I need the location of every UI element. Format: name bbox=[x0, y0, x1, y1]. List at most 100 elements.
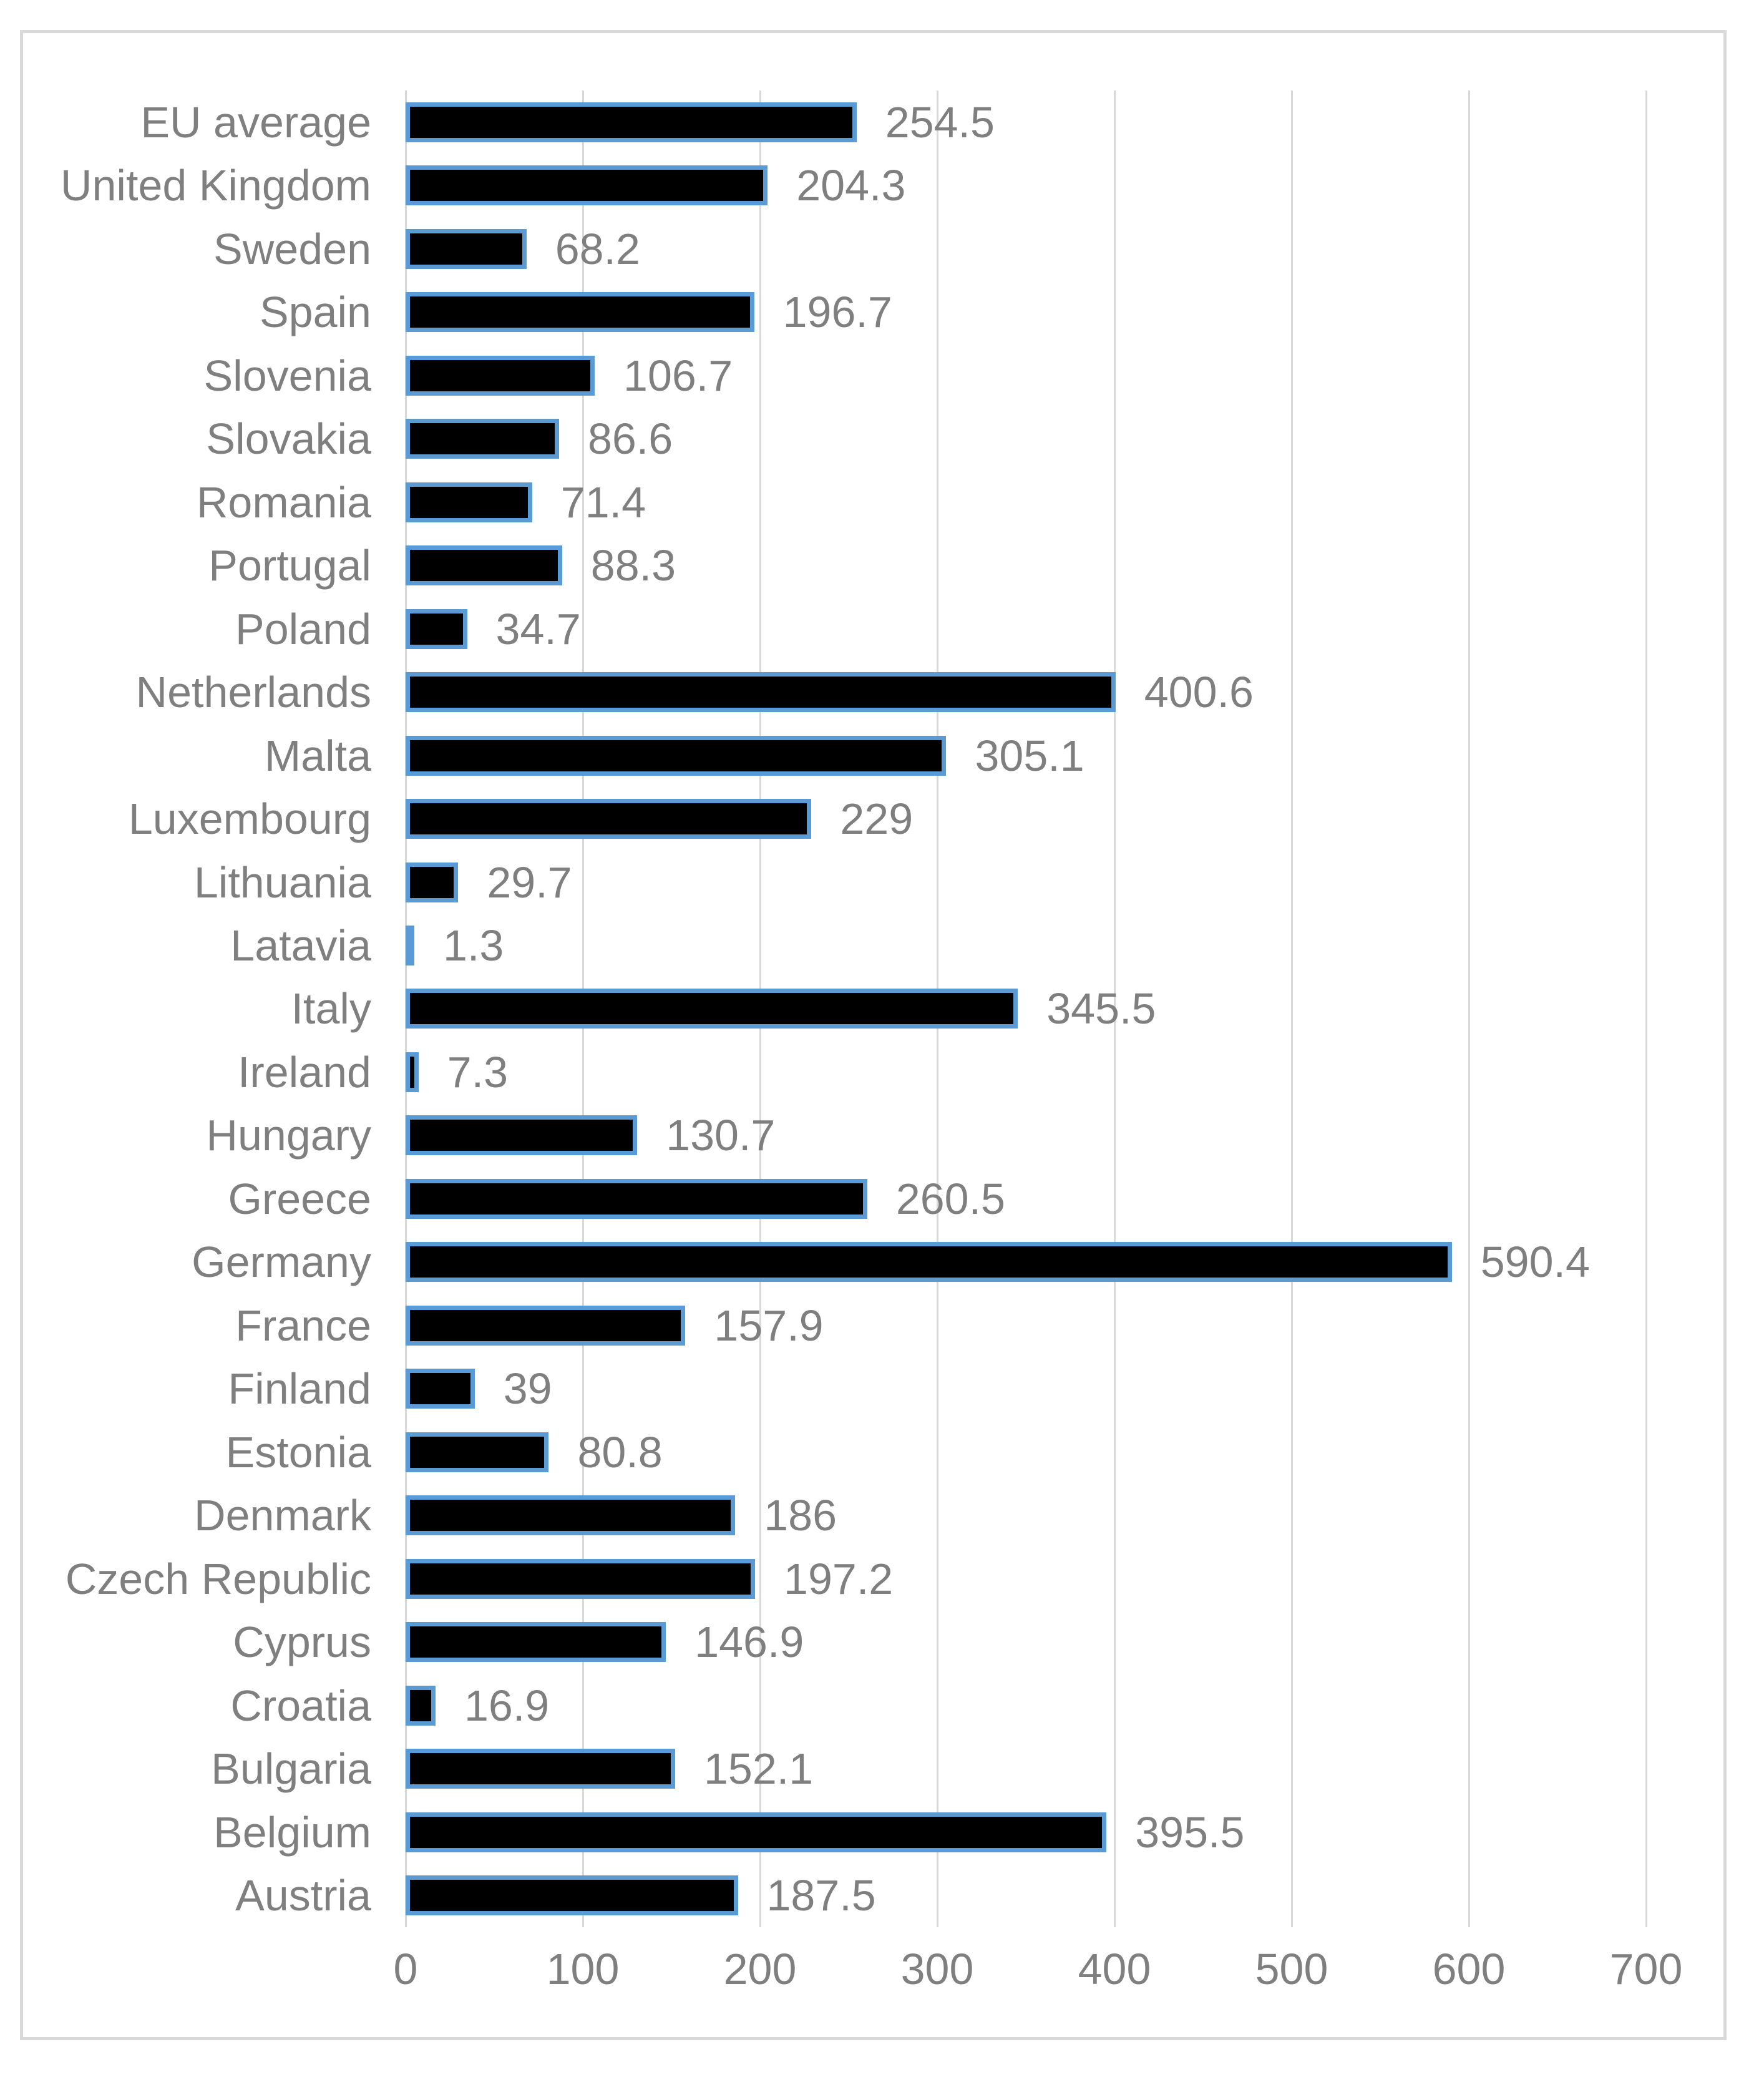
category-label: Sweden bbox=[213, 224, 371, 273]
bar bbox=[406, 1369, 475, 1409]
bar bbox=[406, 1432, 549, 1472]
bar-row: Germany 590.4 bbox=[23, 1231, 1723, 1294]
category-label: Ireland bbox=[237, 1047, 371, 1097]
bar bbox=[406, 355, 595, 396]
bar bbox=[406, 1685, 436, 1726]
x-tick-label: 200 bbox=[723, 1945, 797, 1993]
bar bbox=[406, 799, 812, 839]
category-label: Spain bbox=[259, 288, 371, 337]
x-tick-label: 300 bbox=[900, 1945, 974, 1993]
bar bbox=[406, 228, 527, 269]
gridline bbox=[1290, 90, 1293, 1927]
category-label: EU average bbox=[140, 97, 371, 147]
value-label: 345.5 bbox=[1046, 984, 1156, 1034]
bar-row: Poland 34.7 bbox=[23, 597, 1723, 660]
value-label: 260.5 bbox=[895, 1174, 1005, 1223]
value-label: 34.7 bbox=[495, 604, 581, 653]
bar bbox=[406, 989, 1018, 1029]
category-label: Czech Republic bbox=[65, 1554, 371, 1603]
value-label: 16.9 bbox=[464, 1681, 550, 1730]
bar-row: Portugal 88.3 bbox=[23, 534, 1723, 597]
bar-row: Estonia 80.8 bbox=[23, 1420, 1723, 1483]
bar-row: Denmark 186 bbox=[23, 1484, 1723, 1547]
bar-row: Slovakia 86.6 bbox=[23, 407, 1723, 470]
category-label: Italy bbox=[291, 984, 371, 1034]
bar bbox=[406, 1622, 666, 1663]
category-label: Belgium bbox=[213, 1807, 371, 1857]
bar-row: Austria 187.5 bbox=[23, 1864, 1723, 1927]
value-label: 229 bbox=[840, 794, 914, 844]
category-label: Hungary bbox=[206, 1111, 371, 1160]
category-label: Bulgaria bbox=[211, 1744, 371, 1794]
bar bbox=[406, 1558, 756, 1599]
gridline bbox=[1645, 90, 1647, 1927]
category-label: Denmark bbox=[194, 1491, 371, 1540]
category-label: Portugal bbox=[208, 541, 371, 590]
bar bbox=[406, 1749, 675, 1789]
bar-row: Finland 39 bbox=[23, 1357, 1723, 1420]
bar bbox=[406, 1495, 736, 1536]
bar-row: Latavia 1.3 bbox=[23, 914, 1723, 977]
bar-row: Sweden 68.2 bbox=[23, 217, 1723, 280]
category-label: Finland bbox=[228, 1364, 371, 1414]
bar-row: Ireland 7.3 bbox=[23, 1040, 1723, 1103]
category-label: Luxembourg bbox=[128, 794, 371, 844]
bar-row: Bulgaria 152.1 bbox=[23, 1737, 1723, 1801]
value-label: 39 bbox=[503, 1364, 552, 1414]
category-label: Slovakia bbox=[206, 414, 371, 464]
bar-row: Czech Republic 197.2 bbox=[23, 1547, 1723, 1610]
bar-row: Hungary 130.7 bbox=[23, 1104, 1723, 1167]
value-label: 254.5 bbox=[885, 97, 995, 147]
x-tick-label: 600 bbox=[1432, 1945, 1506, 1993]
category-label: Estonia bbox=[225, 1427, 371, 1477]
plot-area: EU average 254.5 United Kingdom 204.3 Sweden… bbox=[23, 33, 1723, 2037]
bar bbox=[406, 292, 754, 333]
category-label: Poland bbox=[235, 604, 371, 653]
value-label: 152.1 bbox=[703, 1744, 814, 1794]
bar-row: Spain 196.7 bbox=[23, 280, 1723, 343]
value-label: 68.2 bbox=[555, 224, 640, 273]
value-label: 71.4 bbox=[560, 477, 646, 527]
category-label: Netherlands bbox=[135, 668, 371, 717]
value-label: 204.3 bbox=[796, 161, 906, 210]
bar-row: Romania 71.4 bbox=[23, 471, 1723, 534]
bar-row: Croatia 16.9 bbox=[23, 1674, 1723, 1737]
category-label: Slovenia bbox=[203, 351, 371, 400]
value-label: 196.7 bbox=[782, 288, 892, 337]
x-tick-label: 500 bbox=[1255, 1945, 1328, 1993]
bar bbox=[406, 419, 559, 459]
bar bbox=[406, 672, 1116, 713]
bar-row: Slovenia 106.7 bbox=[23, 344, 1723, 407]
bar bbox=[406, 1812, 1107, 1852]
category-label: Latavia bbox=[230, 921, 371, 970]
bar-row: Greece 260.5 bbox=[23, 1167, 1723, 1230]
bar-row: Malta 305.1 bbox=[23, 724, 1723, 787]
bar-row: Cyprus 146.9 bbox=[23, 1611, 1723, 1674]
value-label: 186 bbox=[764, 1491, 837, 1540]
bar bbox=[406, 482, 532, 522]
value-label: 187.5 bbox=[766, 1871, 876, 1920]
value-label: 146.9 bbox=[694, 1618, 804, 1667]
bar bbox=[406, 545, 562, 586]
value-label: 130.7 bbox=[666, 1111, 776, 1160]
bar bbox=[406, 1875, 738, 1916]
category-label: Croatia bbox=[230, 1681, 371, 1730]
value-label: 400.6 bbox=[1144, 668, 1254, 717]
value-label: 80.8 bbox=[577, 1427, 663, 1477]
value-label: 106.7 bbox=[623, 351, 733, 400]
bar bbox=[406, 1052, 419, 1092]
category-label: Lithuania bbox=[193, 858, 371, 907]
bar bbox=[406, 1115, 638, 1156]
bar-row: Luxembourg 229 bbox=[23, 787, 1723, 850]
bar bbox=[406, 735, 947, 776]
value-label: 197.2 bbox=[784, 1554, 894, 1603]
bar-row: Italy 345.5 bbox=[23, 977, 1723, 1040]
value-label: 395.5 bbox=[1135, 1807, 1245, 1857]
bar bbox=[406, 165, 768, 206]
category-label: France bbox=[235, 1301, 371, 1350]
bar-row: United Kingdom 204.3 bbox=[23, 154, 1723, 217]
bar bbox=[406, 1178, 867, 1219]
value-label: 157.9 bbox=[714, 1301, 824, 1350]
x-tick-label: 400 bbox=[1078, 1945, 1151, 1993]
